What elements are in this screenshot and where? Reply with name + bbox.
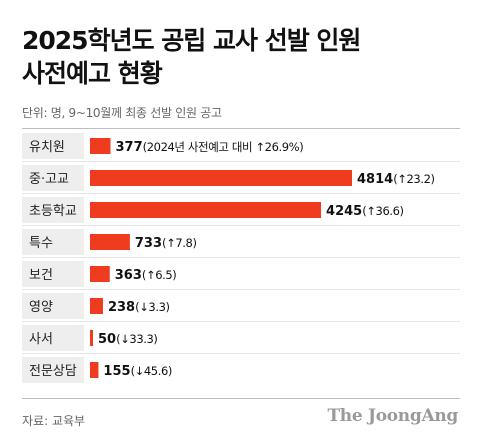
bar — [90, 202, 322, 218]
category-label: 사서 — [29, 332, 53, 347]
value-number: 377 — [116, 140, 143, 155]
category-label-bg — [22, 325, 84, 351]
category-label: 중·고교 — [29, 172, 69, 187]
bar — [90, 170, 352, 186]
category-label-bg — [22, 261, 84, 287]
footer-divider — [22, 398, 460, 399]
bar-row-3: 초등학교 4245(↑36.6) — [22, 197, 460, 226]
category-label-bg — [22, 197, 84, 223]
value-number: 733 — [135, 236, 162, 251]
top-divider — [22, 128, 460, 129]
bar-row-1: 유치원 377(2024년 사전예고 대비 ↑26.9%) — [22, 133, 460, 162]
bar-row-7: 사서 50(↓33.3) — [22, 325, 460, 354]
value-number: 4814 — [357, 172, 393, 187]
category-label-bg — [22, 229, 84, 255]
change-annotation: (↑7.8) — [162, 236, 197, 250]
bar-chart: 유치원 377(2024년 사전예고 대비 ↑26.9%) 중·고교 4814(↑23… — [22, 133, 460, 383]
value-number: 363 — [115, 268, 142, 283]
value-number: 4245 — [326, 204, 362, 219]
value-label: 377(2024년 사전예고 대비 ↑26.9%) — [116, 140, 304, 155]
bar — [90, 330, 93, 346]
change-annotation: (↑6.5) — [142, 268, 177, 282]
category-label-bg — [22, 357, 84, 383]
bar-row-4: 특수 733(↑7.8) — [22, 229, 460, 258]
category-label: 특수 — [29, 236, 53, 251]
source-note: 자료: 교육부 — [22, 414, 86, 428]
change-annotation: (↓45.6) — [131, 364, 172, 378]
bar-row-5: 보건 363(↑6.5) — [22, 261, 460, 290]
chart-title-line-1: 2025학년도 공립 교사 선발 인원 — [22, 26, 361, 55]
bar — [90, 362, 99, 378]
change-annotation: (↑23.2) — [393, 172, 434, 186]
bar-row-6: 영양 238(↓3.3) — [22, 293, 460, 322]
value-number: 155 — [103, 364, 130, 379]
chart-title: 2025학년도 공립 교사 선발 인원 사전예고 현황 — [22, 24, 361, 90]
publisher-logo: The JoongAng — [327, 406, 458, 426]
value-label: 363(↑6.5) — [115, 268, 177, 283]
category-label-bg — [22, 133, 84, 159]
category-label: 유치원 — [29, 140, 65, 155]
category-label-bg — [22, 293, 84, 319]
value-label: 4814(↑23.2) — [357, 172, 435, 187]
category-label: 전문상담 — [29, 364, 77, 379]
bar-row-8: 전문상담 155(↓45.6) — [22, 357, 172, 383]
bar — [90, 234, 130, 250]
chart-subtitle: 단위: 명, 9~10월께 최종 선발 인원 공고 — [22, 106, 222, 120]
category-label-bg — [22, 165, 84, 191]
value-label: 155(↓45.6) — [103, 364, 172, 379]
change-annotation: (↓33.3) — [116, 332, 157, 346]
category-label: 영양 — [29, 300, 53, 315]
change-annotation: (2024년 사전예고 대비 ↑26.9%) — [143, 140, 304, 154]
value-number: 50 — [98, 332, 116, 347]
category-label: 초등학교 — [29, 204, 77, 219]
bar — [90, 298, 103, 314]
category-label: 보건 — [29, 268, 53, 283]
chart-title-line-2: 사전예고 현황 — [22, 59, 163, 88]
value-number: 238 — [108, 300, 135, 315]
change-annotation: (↓3.3) — [135, 300, 170, 314]
change-annotation: (↑36.6) — [362, 204, 403, 218]
value-label: 733(↑7.8) — [135, 236, 197, 251]
value-label: 50(↓33.3) — [98, 332, 158, 347]
bar — [90, 138, 111, 154]
value-label: 238(↓3.3) — [108, 300, 170, 315]
bar — [90, 266, 110, 282]
bar-row-2: 중·고교 4814(↑23.2) — [22, 165, 460, 194]
value-label: 4245(↑36.6) — [326, 204, 404, 219]
